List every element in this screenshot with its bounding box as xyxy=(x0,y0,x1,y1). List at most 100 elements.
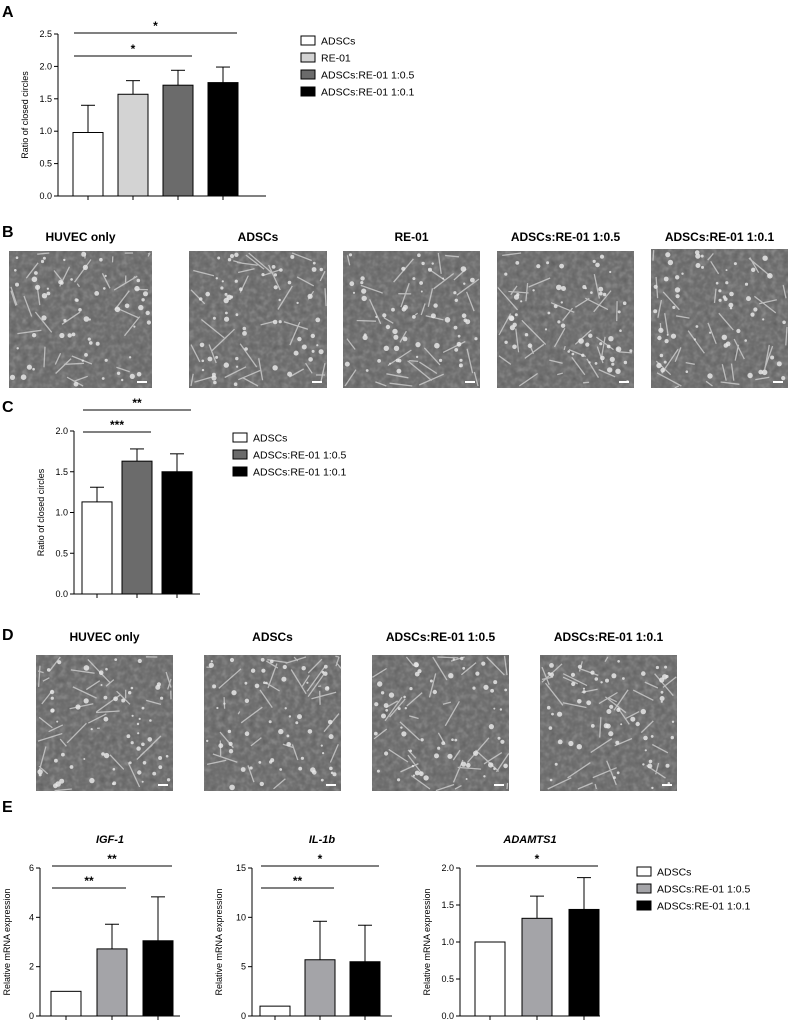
micrograph-adscs-re-01-1-0-5 xyxy=(497,251,634,388)
micrograph-texture xyxy=(189,251,327,388)
cell xyxy=(666,333,669,336)
cell xyxy=(270,758,275,763)
cell xyxy=(504,340,508,344)
tubule-network xyxy=(10,252,151,387)
cell xyxy=(402,304,408,310)
cell xyxy=(605,678,609,683)
cell xyxy=(212,684,217,689)
cell xyxy=(320,778,324,782)
cell xyxy=(227,729,232,734)
cell xyxy=(611,362,615,366)
cell xyxy=(744,282,749,286)
cell xyxy=(509,316,515,321)
cell xyxy=(490,688,494,693)
cell xyxy=(375,315,378,318)
bar-adscs-re-01-1-0-5 xyxy=(96,948,128,1017)
cell xyxy=(258,761,262,764)
cell xyxy=(431,262,434,265)
cell xyxy=(434,753,439,759)
cell xyxy=(233,382,238,387)
microscopy-row-b: HUVEC only ADSCs RE-01 ADSCs:RE-01 1:0.5 ADS… xyxy=(9,230,788,389)
cell xyxy=(288,715,292,718)
micro-label-adscs-re-01-1-0-1: ADSCs:RE-01 1:0.1 xyxy=(554,630,664,644)
significance-label: * xyxy=(131,42,136,56)
cell xyxy=(417,669,422,674)
cell xyxy=(31,276,38,283)
cell xyxy=(244,681,248,685)
cell xyxy=(278,728,284,735)
cell xyxy=(318,349,324,355)
micro-label-huvec-only: HUVEC only xyxy=(69,630,139,644)
cell xyxy=(141,706,145,710)
cell xyxy=(553,304,558,309)
cell xyxy=(224,292,228,296)
cell xyxy=(71,332,76,337)
cell xyxy=(103,716,109,722)
cell xyxy=(103,287,106,290)
cell xyxy=(663,276,669,282)
cell xyxy=(75,704,81,710)
cell xyxy=(327,719,333,725)
cell xyxy=(100,684,103,686)
cell xyxy=(388,692,395,698)
cell xyxy=(392,328,398,335)
cell xyxy=(616,707,621,713)
cell xyxy=(211,375,217,381)
cell xyxy=(301,344,307,350)
cell xyxy=(729,307,733,310)
bar-adscs-re-01-1-0-1 xyxy=(142,940,174,1017)
cell xyxy=(672,305,676,309)
y-tick-label: 2.0 xyxy=(441,863,454,873)
cell xyxy=(315,317,321,323)
cell xyxy=(105,667,108,671)
cell xyxy=(524,333,529,337)
cell xyxy=(112,781,117,786)
cell xyxy=(128,691,132,695)
cell xyxy=(249,766,253,770)
cell xyxy=(599,342,603,346)
cell xyxy=(128,761,132,765)
cell xyxy=(590,670,595,675)
cell xyxy=(293,350,299,356)
cell xyxy=(667,259,674,266)
cell xyxy=(298,766,303,771)
cell xyxy=(383,345,389,351)
cell xyxy=(456,341,462,347)
cell xyxy=(647,763,653,769)
cell xyxy=(571,681,576,687)
cell xyxy=(454,348,459,352)
cell xyxy=(344,361,350,367)
cell xyxy=(41,315,47,321)
cell xyxy=(595,262,600,268)
cell xyxy=(767,273,773,279)
scale-bar xyxy=(312,381,322,383)
cell xyxy=(263,681,266,684)
cell xyxy=(310,767,316,773)
cell xyxy=(432,689,437,695)
cell xyxy=(113,696,118,702)
cell xyxy=(430,313,436,319)
cell xyxy=(230,254,234,258)
cell xyxy=(128,356,132,359)
chart-c: 0.0 0.5 1.0 1.5 2.0 Ratio of closed circles **… xyxy=(36,396,347,599)
cell xyxy=(744,339,747,342)
cell xyxy=(15,256,19,260)
cell xyxy=(301,666,306,671)
cell xyxy=(201,359,205,363)
cell xyxy=(138,304,144,311)
cell xyxy=(95,341,100,346)
cell xyxy=(428,267,432,272)
cell xyxy=(208,662,214,668)
cell xyxy=(323,664,328,669)
bar-adscs-re-01-1-0-5 xyxy=(162,84,194,197)
cell xyxy=(615,740,620,745)
cell xyxy=(671,720,675,723)
cell xyxy=(244,731,250,736)
cell xyxy=(332,772,337,777)
cell xyxy=(619,329,622,333)
cell xyxy=(660,690,664,694)
cell xyxy=(397,778,401,782)
cell xyxy=(620,723,623,726)
cell xyxy=(557,739,563,745)
cell xyxy=(770,355,775,360)
